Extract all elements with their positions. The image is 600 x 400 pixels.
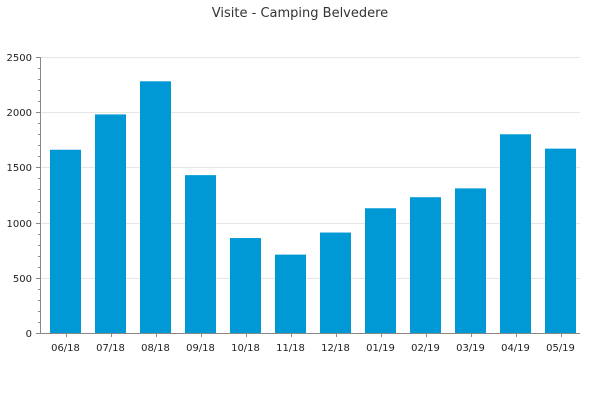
x-tick-label: 04/19 xyxy=(501,343,530,354)
bar xyxy=(230,238,261,333)
x-tick-label: 06/18 xyxy=(51,343,80,354)
bar xyxy=(365,208,396,333)
x-axis-ticks: 06/18 07/18 08/18 09/18 10/18 11/18 12/18 01/19… xyxy=(51,333,575,354)
bar xyxy=(50,149,81,333)
bar xyxy=(500,134,531,333)
bars xyxy=(50,81,576,334)
y-tick-label: 1000 xyxy=(7,219,32,230)
x-tick-label: 10/18 xyxy=(231,343,260,354)
bar xyxy=(410,197,441,333)
gridlines xyxy=(40,57,580,279)
y-tick-label: 2000 xyxy=(7,108,32,119)
bar xyxy=(140,81,171,334)
y-tick-label: 2500 xyxy=(7,53,32,64)
x-tick-label: 12/18 xyxy=(321,343,350,354)
bar xyxy=(185,175,216,333)
y-tick-label: 500 xyxy=(13,274,32,285)
bar xyxy=(545,148,576,333)
x-tick-label: 02/19 xyxy=(411,343,440,354)
x-tick-label: 03/19 xyxy=(456,343,485,354)
bar xyxy=(95,114,126,334)
chart-title: Visite - Camping Belvedere xyxy=(212,6,388,21)
bar xyxy=(455,188,486,333)
x-tick-label: 08/18 xyxy=(141,343,170,354)
bar xyxy=(320,232,351,333)
x-tick-label: 11/18 xyxy=(276,343,305,354)
x-tick-label: 01/19 xyxy=(366,343,395,354)
y-tick-label: 1500 xyxy=(7,163,32,174)
bar xyxy=(275,254,306,333)
x-tick-label: 09/18 xyxy=(186,343,215,354)
y-axis-ticks: 0 500 1000 1500 2000 2500 xyxy=(7,53,40,340)
axes xyxy=(40,57,580,334)
y-tick-label: 0 xyxy=(26,329,32,340)
x-tick-label: 07/18 xyxy=(96,343,125,354)
x-tick-label: 05/19 xyxy=(546,343,575,354)
